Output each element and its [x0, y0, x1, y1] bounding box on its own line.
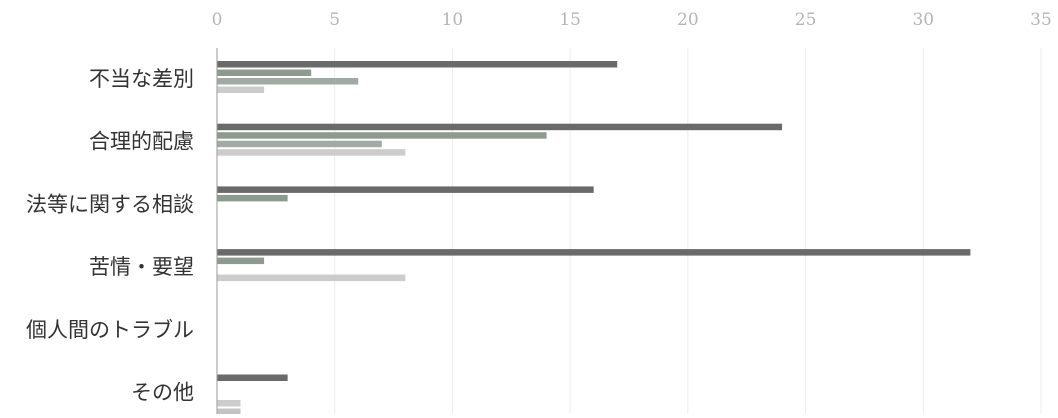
x-tick-label: 25	[795, 10, 817, 30]
bar	[217, 400, 241, 407]
category-label: 苦情・要望	[89, 255, 194, 279]
bar	[217, 194, 288, 202]
bar	[217, 123, 783, 131]
bar	[217, 274, 406, 282]
bar	[217, 86, 265, 93]
category-label: 不当な差別	[89, 67, 194, 91]
x-tick-label: 10	[442, 10, 464, 30]
x-tick-label: 15	[559, 10, 581, 30]
bar	[217, 257, 265, 265]
bar	[217, 186, 594, 193]
bar	[217, 249, 971, 256]
x-tick-labels: 0 5 10 15 20 25 30 35	[212, 10, 1052, 30]
bar	[217, 374, 288, 381]
grid-layer	[334, 48, 1042, 414]
x-tick-label: 20	[677, 10, 699, 30]
category-label: 法等に関する相談	[26, 192, 194, 216]
bar	[217, 132, 547, 139]
x-tick-label: 30	[912, 10, 934, 30]
category-label: その他	[131, 381, 194, 405]
bar	[217, 408, 241, 415]
x-tick-label: 35	[1030, 10, 1052, 30]
bar	[217, 140, 382, 148]
bar	[217, 61, 618, 68]
category-label: 個人間のトラブル	[26, 318, 194, 342]
bar	[217, 78, 359, 85]
x-tick-label: 5	[329, 10, 340, 30]
bar	[217, 69, 312, 76]
category-label: 合理的配慮	[89, 130, 194, 154]
bar	[217, 149, 406, 156]
bars	[217, 61, 971, 415]
x-tick-label: 0	[212, 10, 223, 30]
